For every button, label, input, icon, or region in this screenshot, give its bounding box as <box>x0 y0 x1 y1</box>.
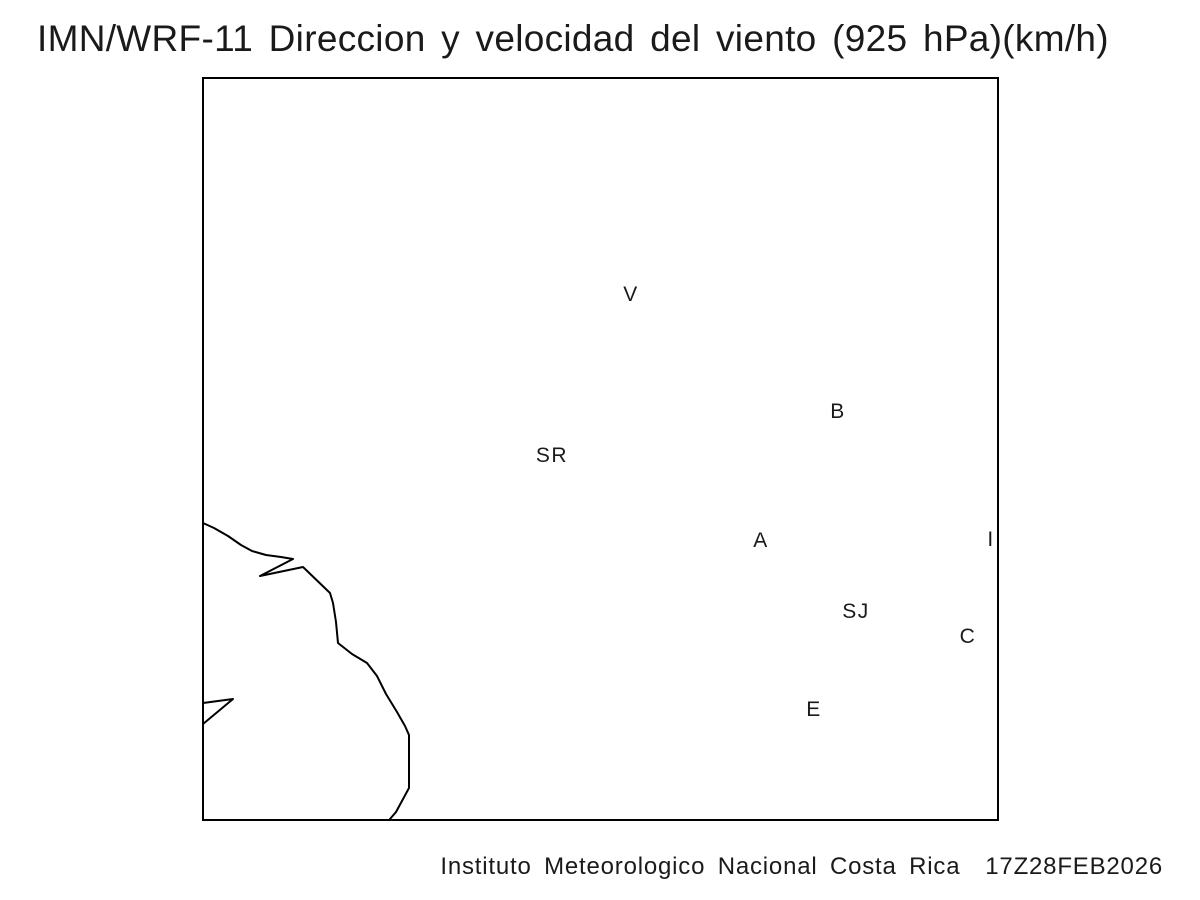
station-label-sj: SJ <box>842 600 870 623</box>
station-label-i: I <box>987 528 995 551</box>
map-frame <box>202 77 999 821</box>
station-label-b: B <box>830 400 846 423</box>
station-label-sr: SR <box>535 444 569 467</box>
station-label-e: E <box>806 698 822 721</box>
station-label-a: A <box>753 529 769 552</box>
station-label-c: C <box>959 625 977 648</box>
station-label-v: V <box>623 283 639 306</box>
footer-caption: Instituto Meteorologico Nacional Costa R… <box>440 853 1163 880</box>
page-title: IMN/WRF-11 Direccion y velocidad del vie… <box>37 18 1109 59</box>
